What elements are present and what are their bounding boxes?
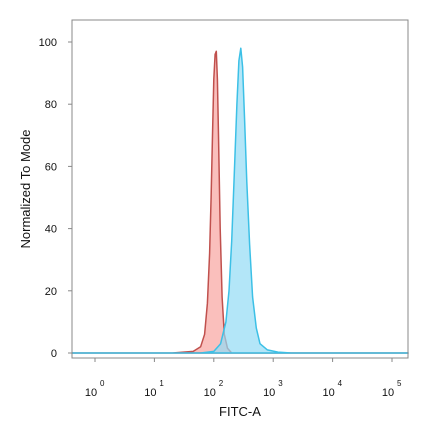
y-tick-label: 20 [45,286,57,298]
series-2-area [71,47,409,354]
x-tick-label: 10 [263,387,275,399]
y-tick-label: 60 [45,161,57,173]
y-axis: 0 20 40 60 80 100 [39,37,72,360]
series-layer [71,47,409,354]
plot-frame [71,19,409,359]
y-tick-label: 0 [51,348,57,360]
x-tick-label: 10 [204,387,216,399]
x-tick-exponent: 3 [278,379,283,388]
x-axis-title: FITC-A [219,404,261,419]
y-tick-label: 100 [39,37,57,49]
x-tick-exponent: 2 [219,379,224,388]
y-tick-label: 40 [45,224,57,236]
x-tick-label: 10 [144,387,156,399]
x-tick-exponent: 4 [338,379,343,388]
x-tick-label: 10 [85,387,97,399]
x-tick-exponent: 0 [100,379,105,388]
y-tick-label: 80 [45,99,57,111]
x-tick-label: 10 [382,387,394,399]
x-tick-label: 10 [322,387,334,399]
x-tick-exponent: 5 [397,379,402,388]
y-axis-title: Normalized To Mode [18,130,33,249]
x-tick-exponent: 1 [159,379,164,388]
